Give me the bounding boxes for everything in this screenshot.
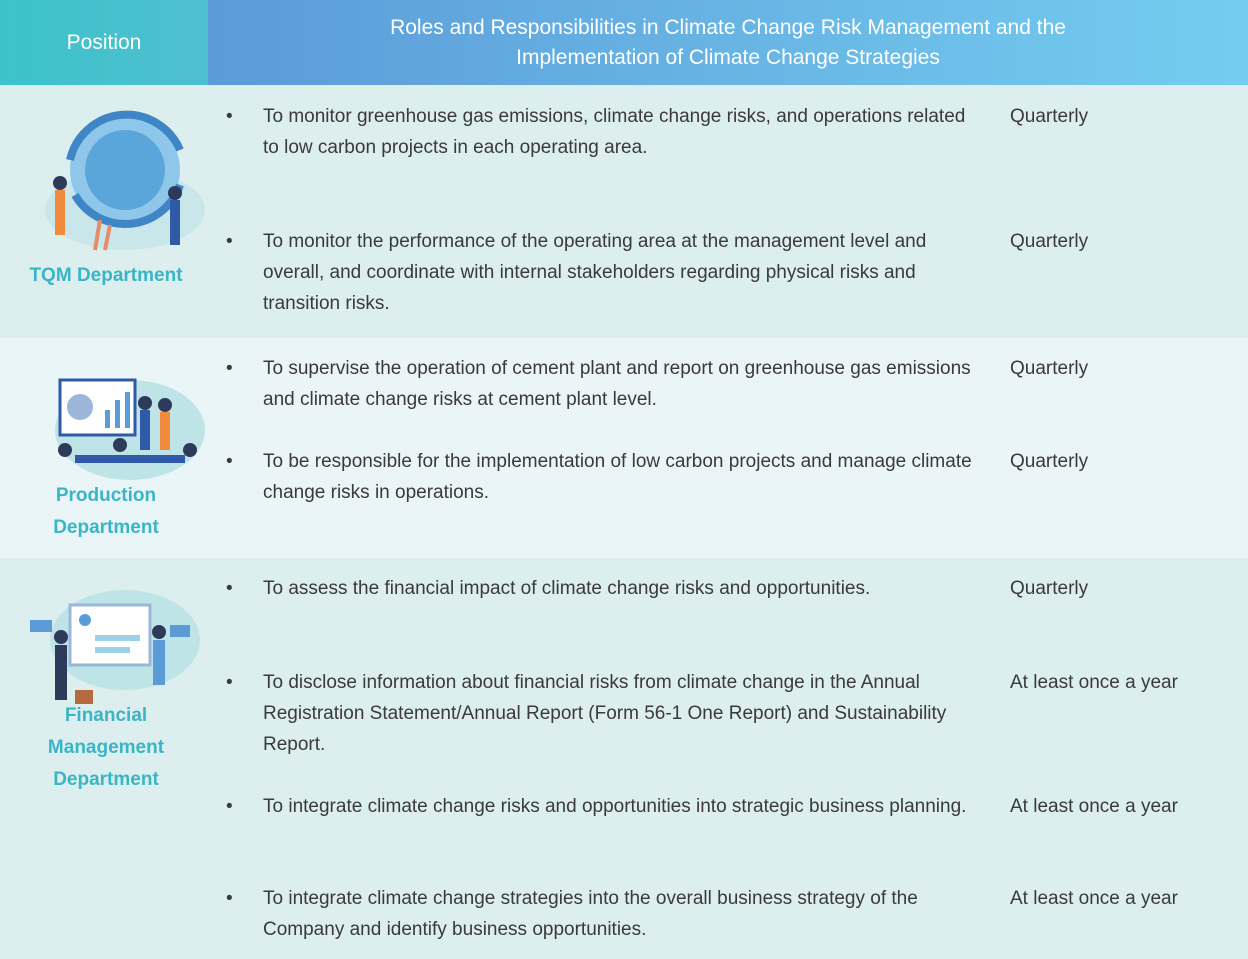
frequency: At least once a year <box>1010 888 1178 909</box>
position-label: Financial Management Department <box>47 705 165 790</box>
header-roles: Roles and Responsibilities in Climate Ch… <box>208 0 1248 85</box>
position-label: TQM Department <box>29 265 183 286</box>
position-label: Production Department <box>53 485 159 538</box>
responsibility: To monitor greenhouse gas emissions, cli… <box>226 101 983 163</box>
frequency: Quarterly <box>1010 578 1089 599</box>
financial-illustration <box>30 590 200 704</box>
responsibility: To monitor the performance of the operat… <box>226 226 983 319</box>
responsibility: To assess the financial impact of climat… <box>226 573 983 604</box>
frequency: At least once a year <box>1010 672 1178 693</box>
frequency: Quarterly <box>1010 358 1089 379</box>
header-roles-text: Roles and Responsibilities in Climate Ch… <box>390 15 1066 69</box>
tqm-illustration <box>45 110 205 251</box>
header-position: Position <box>0 0 208 85</box>
production-illustration <box>55 378 205 480</box>
responsibility: To be responsible for the implementation… <box>226 446 983 508</box>
frequency: Quarterly <box>1010 106 1089 127</box>
responsibility: To disclose information about financial … <box>226 667 983 760</box>
responsibility: To supervise the operation of cement pla… <box>226 353 983 415</box>
frequency: At least once a year <box>1010 796 1178 817</box>
responsibility: To integrate climate change strategies i… <box>226 883 983 945</box>
frequency: Quarterly <box>1010 451 1089 472</box>
responsibility: To integrate climate change risks and op… <box>226 791 983 822</box>
frequency: Quarterly <box>1010 231 1089 252</box>
